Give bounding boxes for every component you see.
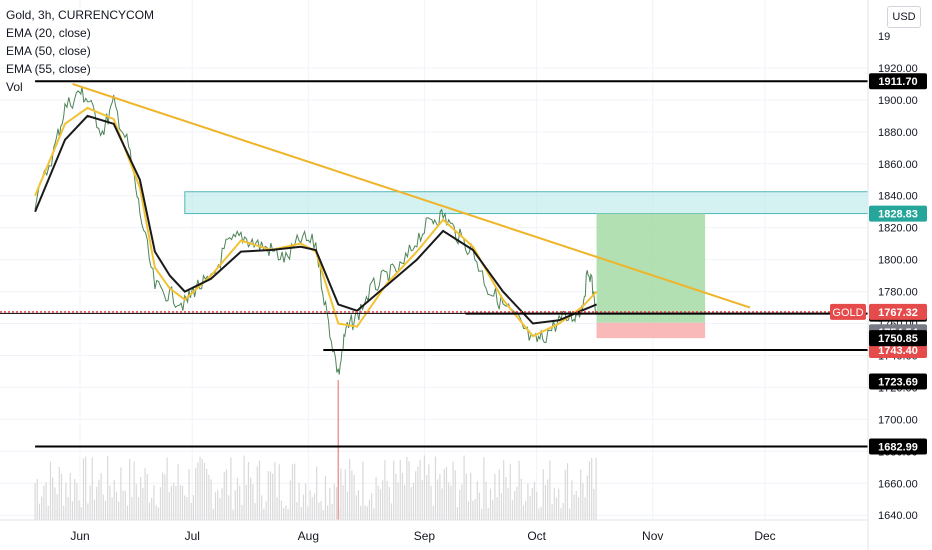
y-tick-label: 1700.00: [878, 414, 918, 426]
x-tick-label: Aug: [298, 529, 319, 543]
axis-price-label: 1750.85: [878, 333, 918, 345]
y-tick-label-partial: 19: [878, 31, 890, 43]
axis-price-label: 1723.69: [878, 377, 918, 389]
zones: [184, 191, 869, 339]
level-price-label: 1743.40: [878, 345, 918, 357]
level-price-label-bg: [869, 73, 927, 90]
x-tick-label: Sep: [414, 529, 436, 543]
y-tick-label: 1640.00: [878, 510, 918, 522]
legend-ema-20: EMA (20, close): [6, 26, 91, 40]
levels: [0, 80, 868, 448]
chart-legend: Gold, 3h, CURRENCYCOM EMA (20, close) EM…: [6, 6, 154, 96]
resistance-zone: [184, 191, 869, 215]
legend-ema-50: EMA (50, close): [6, 44, 91, 58]
level-price-label: 1911.70: [878, 76, 917, 88]
x-tick-label: Nov: [642, 529, 663, 543]
series: [34, 82, 751, 375]
position-loss-zone: [596, 322, 706, 339]
symbol-tag-bg: [830, 303, 866, 320]
volume-bars: [34, 380, 597, 520]
grid: [0, 0, 868, 520]
y-tick-label: 1780.00: [878, 287, 918, 299]
legend-symbol: Gold, 3h, CURRENCYCOM: [6, 8, 155, 22]
y-tick-label: 1800.00: [878, 255, 918, 267]
y-tick-label: 1660.00: [878, 478, 918, 490]
symbol-tag: GOLD: [832, 307, 863, 319]
currency-button[interactable]: USD: [887, 6, 921, 28]
axis-price-label-bg: [869, 330, 927, 347]
y-tick-label: 1860.00: [878, 159, 918, 171]
legend-vol: Vol: [6, 80, 23, 94]
ema-50-line: [34, 114, 597, 325]
x-tick-label: Dec: [754, 529, 775, 543]
y-tick-label: 1820.00: [878, 223, 918, 235]
axis-price-labels: 1828.831911.701766.161743.401682.991754.…: [830, 73, 927, 455]
y-tick-label: 1880.00: [878, 127, 918, 139]
level-price-label-bg: [869, 438, 927, 455]
x-tick-label: Jul: [185, 529, 200, 543]
axis-price-label-bg: [869, 373, 927, 390]
position-profit-zone: [596, 213, 706, 323]
current-price-label-bg: [869, 303, 927, 320]
trendline: [72, 82, 751, 309]
zone-price-label: 1828.83: [878, 209, 918, 221]
current-price-label: 1767.32: [878, 307, 918, 319]
y-tick-label: 1920.00: [878, 63, 918, 75]
y-tick-label: 1900.00: [878, 95, 918, 107]
price-series: [34, 87, 597, 375]
x-tick-label: Oct: [527, 529, 546, 543]
x-tick-label: Jun: [70, 529, 89, 543]
level-price-label: 1682.99: [878, 442, 918, 454]
zone-price-label-bg: [869, 205, 927, 222]
y-tick-label: 1840.00: [878, 191, 918, 203]
legend-ema-55: EMA (55, close): [6, 62, 91, 76]
